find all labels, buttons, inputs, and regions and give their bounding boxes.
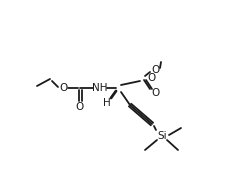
Text: O: O	[151, 88, 159, 98]
Text: Si: Si	[157, 131, 167, 141]
Text: O: O	[148, 73, 156, 83]
Text: O: O	[151, 65, 159, 75]
Text: H: H	[103, 98, 111, 108]
Text: NH: NH	[92, 83, 108, 93]
Text: O: O	[59, 83, 67, 93]
Text: O: O	[76, 102, 84, 112]
